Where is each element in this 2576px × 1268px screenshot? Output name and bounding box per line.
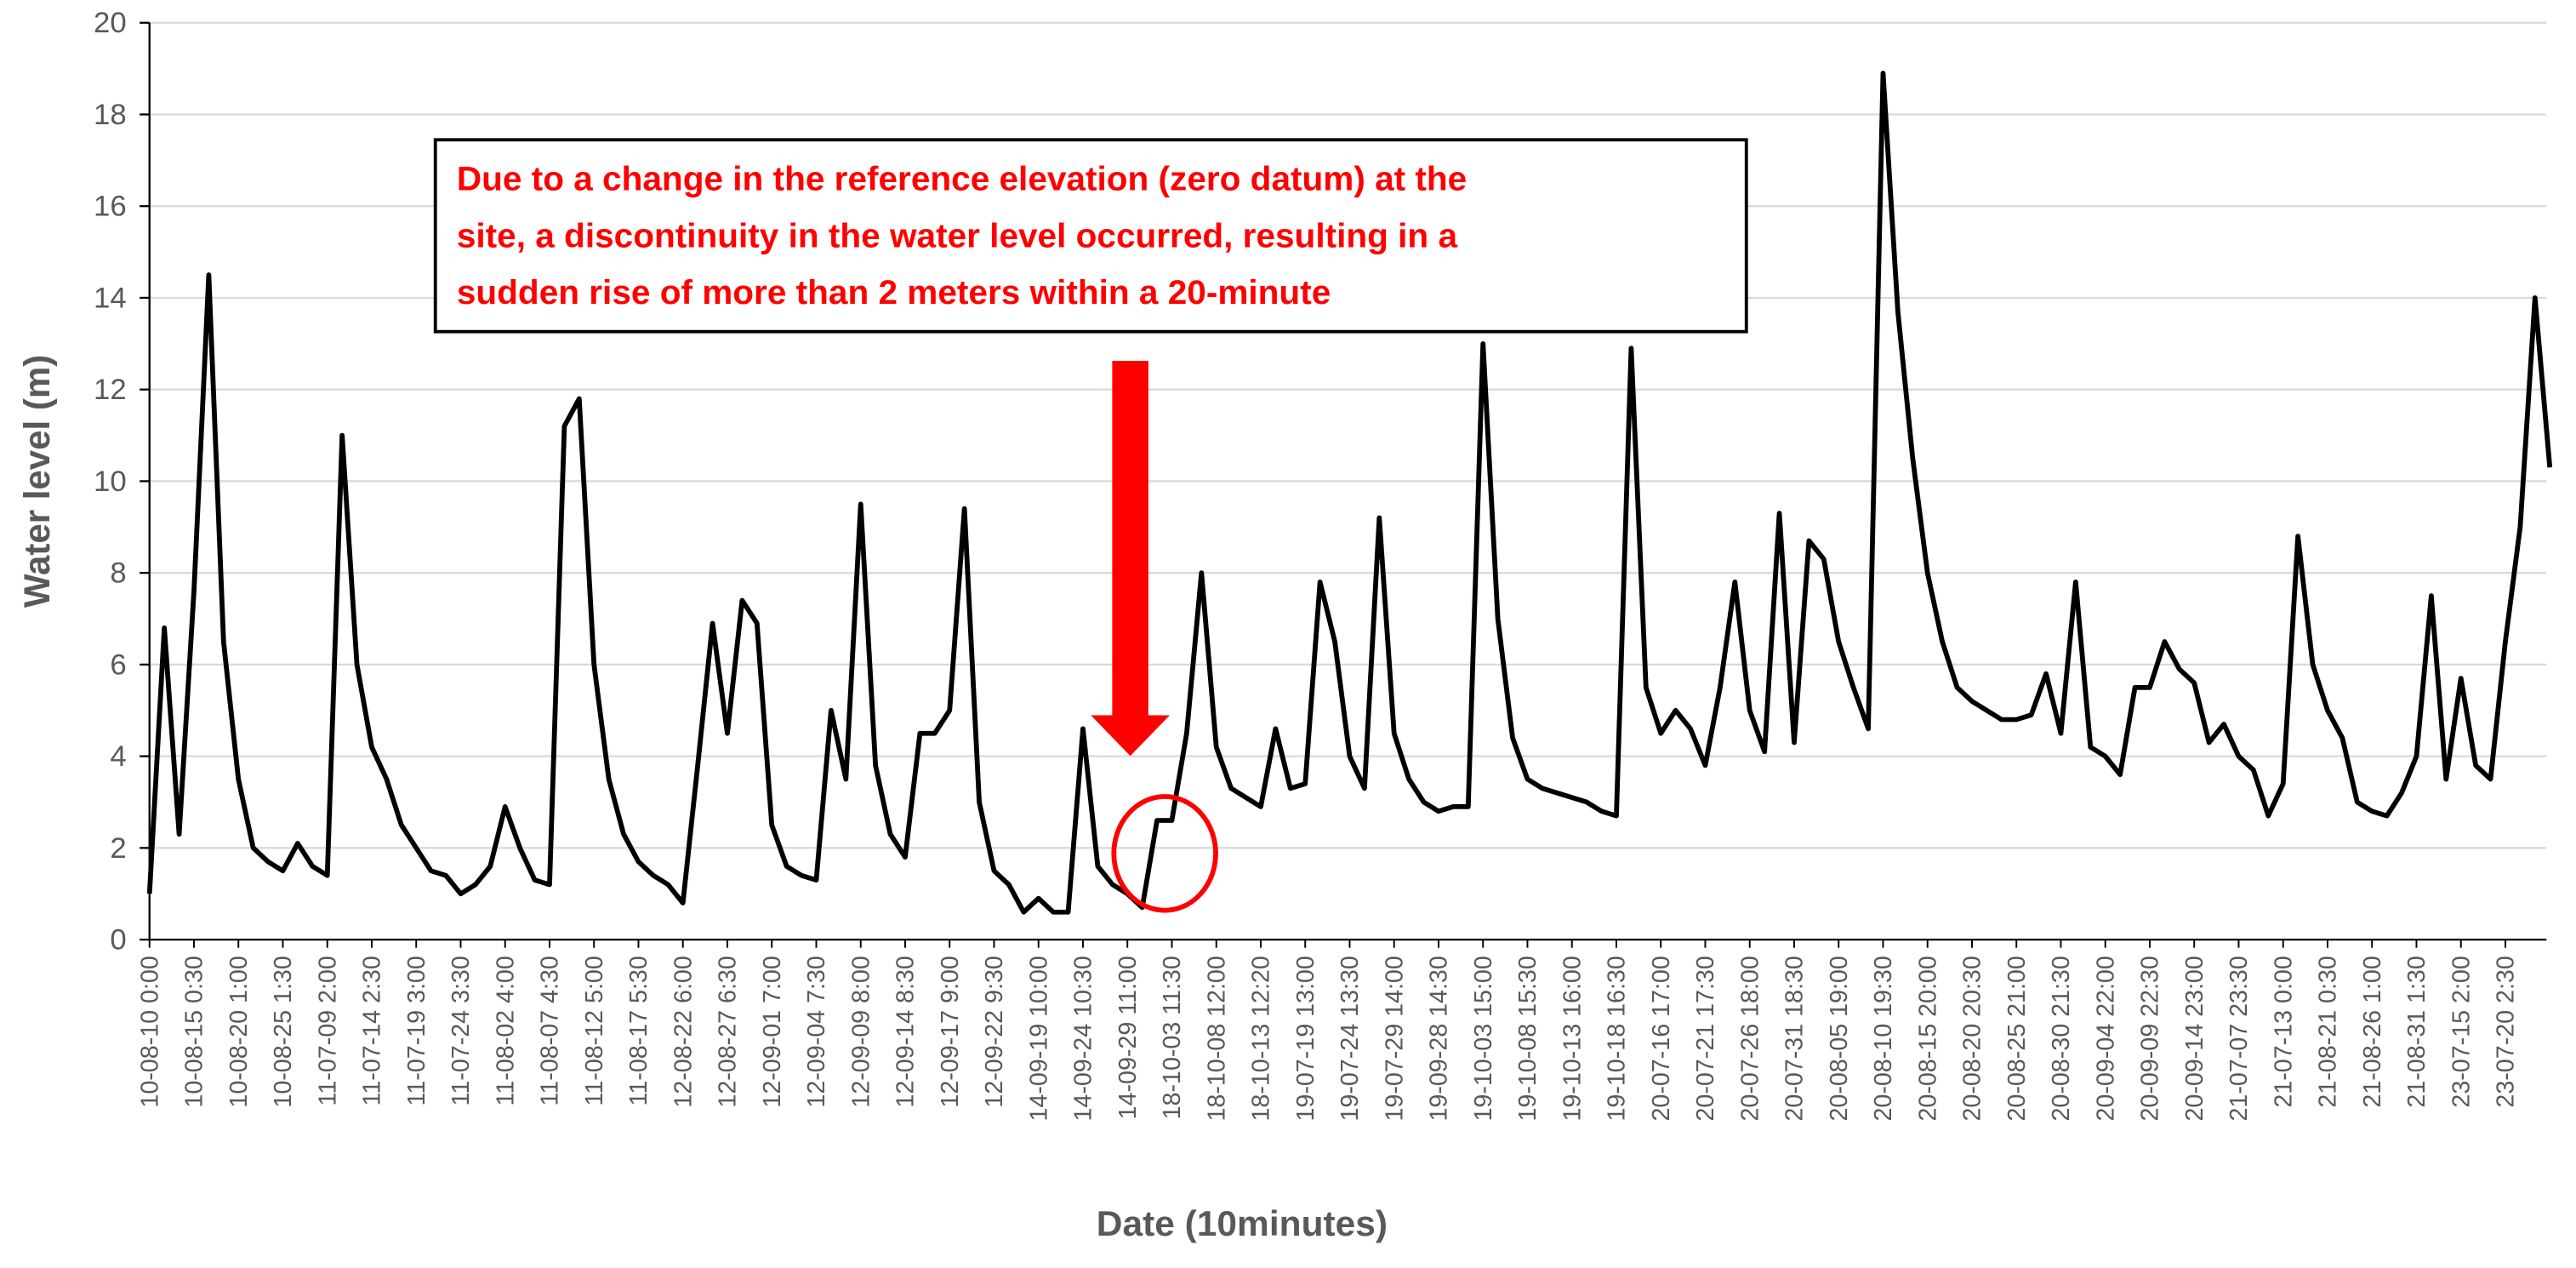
x-tick-label: 23-07-20 2:30 xyxy=(2492,956,2519,1107)
x-tick-label: 19-10-13 16:00 xyxy=(1559,956,1586,1121)
x-tick-label: 20-08-25 21:00 xyxy=(2003,956,2031,1121)
y-tick-label: 16 xyxy=(94,191,127,223)
x-tick-label: 20-07-21 17:30 xyxy=(1692,956,1719,1121)
x-tick-label: 12-09-14 8:30 xyxy=(892,956,919,1107)
x-tick-label: 10-08-25 1:30 xyxy=(270,956,297,1107)
y-tick-label: 18 xyxy=(94,99,127,131)
x-tick-label: 11-07-09 2:00 xyxy=(314,956,341,1105)
x-tick-label: 20-08-15 20:00 xyxy=(1914,956,1941,1121)
x-tick-label: 20-09-09 22:30 xyxy=(2136,956,2163,1121)
x-tick-label: 12-09-04 7:30 xyxy=(803,956,830,1107)
y-tick-label: 6 xyxy=(110,649,126,682)
x-tick-label: 19-09-28 14:30 xyxy=(1425,956,1452,1121)
x-tick-label: 14-09-24 10:30 xyxy=(1069,956,1097,1121)
x-tick-label: 12-09-22 9:30 xyxy=(981,956,1008,1107)
x-tick-label: 23-07-15 2:00 xyxy=(2448,956,2475,1107)
x-tick-label: 20-08-30 21:30 xyxy=(2048,956,2075,1121)
x-tick-label: 19-10-08 15:30 xyxy=(1514,956,1542,1121)
x-tick-label: 19-07-19 13:00 xyxy=(1292,956,1319,1121)
x-tick-label: 21-07-07 23:30 xyxy=(2226,956,2253,1121)
x-tick-label: 19-10-18 16:30 xyxy=(1603,956,1630,1121)
plot xyxy=(146,71,2553,915)
x-tick-label: 11-07-19 3:00 xyxy=(403,956,430,1105)
x-tick-label: 19-07-29 14:00 xyxy=(1381,956,1408,1121)
x-tick-label: 20-07-31 18:30 xyxy=(1781,956,1808,1121)
annotation: Due to a change in the reference elevati… xyxy=(433,138,1748,913)
x-tick-label: 12-08-27 6:30 xyxy=(714,956,741,1107)
x-tick-label: 19-07-24 13:30 xyxy=(1336,956,1364,1121)
x-tick-label: 12-08-22 6:00 xyxy=(670,956,697,1107)
x-tick-label: 20-08-05 19:00 xyxy=(1826,956,1853,1121)
x-tick-label: 11-08-12 5:00 xyxy=(581,956,608,1105)
x-tick-label: 20-07-26 18:00 xyxy=(1736,956,1764,1121)
x-tick-label: 12-09-17 9:00 xyxy=(937,956,964,1107)
x-tick-label: 14-09-19 10:00 xyxy=(1025,956,1052,1121)
annotation-text: Due to a change in the reference elevati… xyxy=(457,159,1467,198)
x-tick-label: 11-08-07 4:30 xyxy=(536,956,563,1105)
x-axis-title: Date (10minutes) xyxy=(1097,1203,1388,1243)
y-tick-label: 12 xyxy=(94,374,127,406)
annotation-box xyxy=(433,138,1748,334)
x-tick-label: 11-07-24 3:30 xyxy=(447,956,475,1105)
y-tick-label: 0 xyxy=(110,924,126,957)
x-tick-label: 20-09-14 23:00 xyxy=(2181,956,2208,1121)
y-tick-label: 2 xyxy=(110,832,126,865)
arrow-shaft xyxy=(1112,361,1148,716)
x-tick-label: 18-10-03 11:30 xyxy=(1159,956,1186,1119)
x-tick-label: 18-10-08 12:00 xyxy=(1203,956,1230,1121)
x-tick-label: 14-09-29 11:00 xyxy=(1114,956,1142,1119)
y-tick-label: 8 xyxy=(110,557,126,590)
x-tick-label: 10-08-15 0:30 xyxy=(181,956,208,1107)
x-tick-label: 20-08-20 20:30 xyxy=(1958,956,1986,1121)
y-tick-label: 14 xyxy=(94,283,127,315)
x-tick-label: 21-08-31 1:30 xyxy=(2403,956,2431,1107)
annotation-text: sudden rise of more than 2 meters within… xyxy=(457,272,1331,311)
x-tick-label: 11-08-17 5:30 xyxy=(625,956,653,1105)
highlight-circle xyxy=(1111,794,1218,913)
x-tick-label: 10-08-20 1:00 xyxy=(225,956,253,1107)
y-tick-label: 10 xyxy=(94,466,127,498)
x-tick-label: 21-08-26 1:00 xyxy=(2359,956,2386,1107)
x-tick-label: 10-08-10 0:00 xyxy=(136,956,163,1107)
x-tick-label: 11-07-14 2:30 xyxy=(359,956,386,1105)
x-tick-label: 19-10-03 15:00 xyxy=(1470,956,1497,1121)
x-tick-label: 11-08-02 4:00 xyxy=(492,956,519,1105)
x-tick-label: 20-08-10 19:30 xyxy=(1870,956,1897,1121)
x-tick-label: 20-07-16 17:00 xyxy=(1648,956,1675,1121)
x-tick-label: 18-10-13 12:20 xyxy=(1247,956,1274,1121)
x-tick-label: 21-08-21 0:30 xyxy=(2314,956,2341,1107)
x-tick-label: 20-09-04 22:00 xyxy=(2092,956,2119,1121)
x-tick-label: 12-09-09 8:00 xyxy=(847,956,875,1107)
y-tick-label: 4 xyxy=(110,740,126,773)
arrow-head xyxy=(1091,715,1170,757)
x-tick-label: 12-09-01 7:00 xyxy=(759,956,786,1107)
annotation-text: site, a discontinuity in the water level… xyxy=(457,216,1458,255)
ticks: 0 2 4 6 8 10 12 14 16 18 20 10-08-10 0:00 10-08-15 0… xyxy=(94,7,2547,1122)
x-tick-label: 21-07-13 0:00 xyxy=(2270,956,2297,1107)
y-tick-label: 20 xyxy=(94,7,127,39)
data-line xyxy=(146,71,2553,915)
y-axis-title: Water level (m) xyxy=(17,355,57,608)
